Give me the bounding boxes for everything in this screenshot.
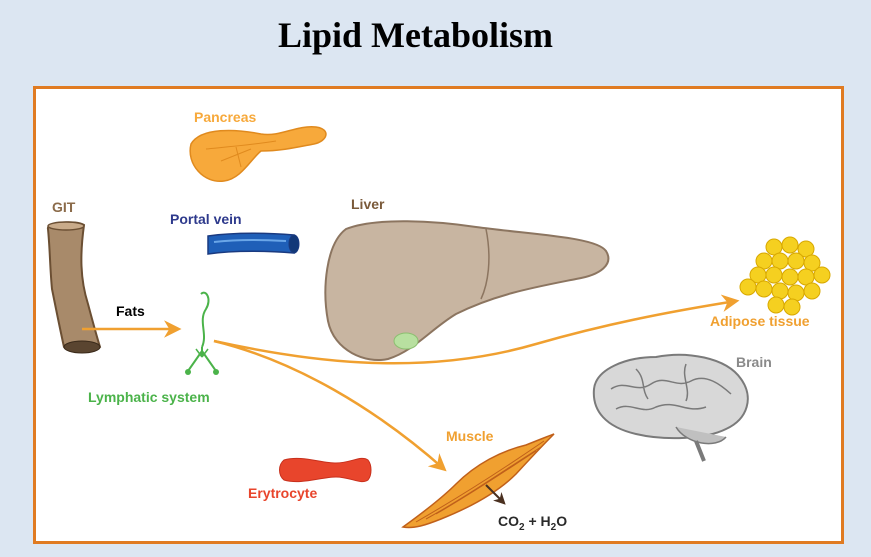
diagram-canvas: Pancreas GIT Fats Portal vein Liver [47, 109, 831, 533]
muscle-output-arrow [485, 484, 506, 505]
liver-icon [324, 220, 610, 361]
page-title: Lipid Metabolism [277, 15, 554, 55]
erytrocyte-label: Erytrocyte [248, 485, 317, 501]
portal-vein-icon [207, 232, 300, 255]
git-icon [47, 221, 102, 354]
git-label: GIT [52, 199, 76, 215]
lymphatic-system-icon [185, 291, 219, 375]
brain-label: Brain [736, 354, 772, 370]
adipose-tissue-label: Adipose tissue [710, 313, 810, 329]
muscle-icon [401, 433, 555, 529]
arrow-to-adipose [213, 294, 740, 365]
liver-label: Liver [351, 196, 385, 212]
arrow-to-muscle [213, 339, 447, 472]
fats-label: Fats [116, 303, 145, 319]
muscle-label: Muscle [446, 428, 494, 444]
products-label: CO2 + H2O [498, 513, 567, 533]
pancreas-icon [189, 126, 327, 182]
diagram-frame: Pancreas GIT Fats Portal vein Liver [33, 86, 844, 544]
portal-vein-label: Portal vein [170, 211, 242, 227]
erytrocyte-icon [279, 457, 372, 483]
brain-icon [592, 353, 749, 462]
lymphatic-system-label: Lymphatic system [88, 389, 210, 405]
adipose-tissue-icon [739, 236, 831, 316]
pancreas-label: Pancreas [194, 109, 256, 125]
